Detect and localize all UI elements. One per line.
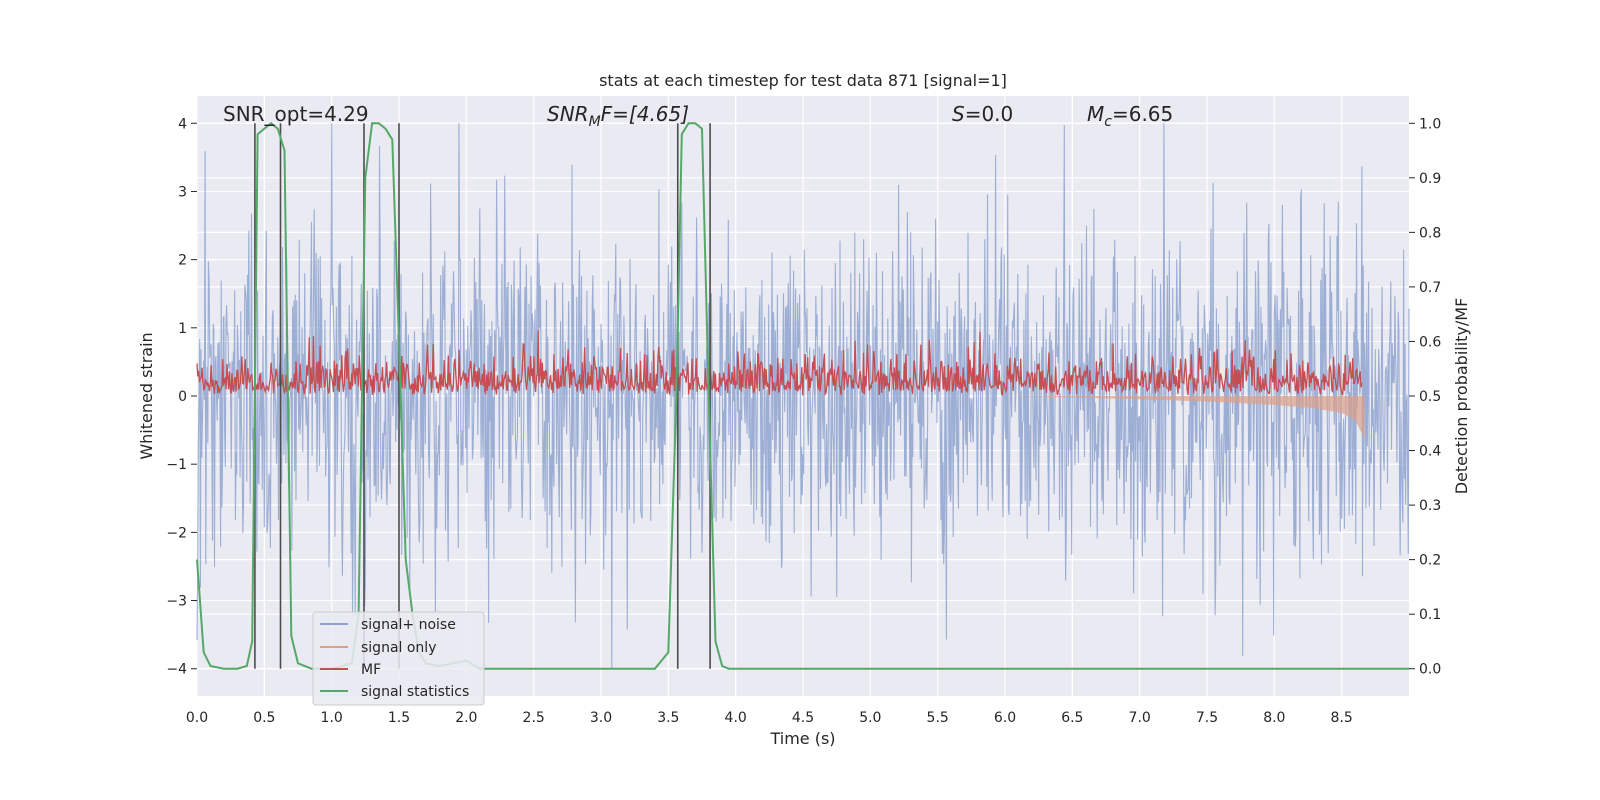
legend-label-signal: signal only bbox=[361, 640, 436, 656]
annotation-mc-rest: =6.65 bbox=[1112, 102, 1173, 126]
y-tick-label-7: 3 bbox=[178, 184, 187, 200]
annotation-snr-mf-rest: F=[4.65] bbox=[601, 102, 689, 126]
y2-axis-label: Detection probability/MF bbox=[1452, 298, 1471, 495]
x-tick-label-0: 0.0 bbox=[186, 710, 208, 726]
annotation-mc-sub: c bbox=[1104, 114, 1112, 130]
legend-label-mf: MF bbox=[361, 662, 381, 678]
y-ticks: −4 −3 −2 −1 0 1 2 3 4 bbox=[166, 116, 197, 678]
signal-only-area bbox=[1005, 396, 1365, 441]
x-tick-label-16: 8.0 bbox=[1263, 710, 1285, 726]
x-tick-label-8: 4.0 bbox=[725, 710, 747, 726]
x-tick-label-4: 2.0 bbox=[455, 710, 477, 726]
x-tick-label-5: 2.5 bbox=[523, 710, 545, 726]
y-tick-label-3: −1 bbox=[166, 457, 187, 473]
y2-ticks: 0.0 0.1 0.2 0.3 0.4 0.5 0.6 0.7 0.8 0.9 1.0 bbox=[1409, 116, 1441, 678]
legend-box bbox=[312, 611, 485, 706]
x-tick-label-12: 6.0 bbox=[994, 710, 1016, 726]
y-tick-label-4: 0 bbox=[178, 389, 187, 405]
series-mf bbox=[196, 330, 1363, 396]
y2-tick-label-1: 0.1 bbox=[1419, 607, 1441, 623]
x-tick-label-3: 1.5 bbox=[388, 710, 410, 726]
annotation-s: S=0.0 bbox=[952, 102, 1013, 126]
x-tick-label-15: 7.5 bbox=[1196, 710, 1218, 726]
x-tick-label-1: 0.5 bbox=[253, 710, 275, 726]
x-tick-label-2: 1.0 bbox=[321, 710, 343, 726]
y-tick-label-2: −2 bbox=[166, 525, 187, 541]
annotation-mc-main: M bbox=[1087, 102, 1104, 126]
x-axis-label: Time (s) bbox=[769, 729, 835, 748]
x-tick-label-10: 5.0 bbox=[859, 710, 881, 726]
x-ticks: 0.0 0.5 1.0 1.5 2.0 2.5 3.0 3.5 4.0 4.5 5.0 5.5 6.0 6… bbox=[186, 710, 1353, 726]
y-tick-label-8: 4 bbox=[178, 116, 187, 132]
annotation-snr-mf: SNRMF=[4.65] bbox=[547, 102, 689, 130]
y2-tick-label-6: 0.6 bbox=[1419, 334, 1441, 350]
legend-label-noise: signal+ noise bbox=[361, 617, 456, 633]
x-tick-label-17: 8.5 bbox=[1331, 710, 1353, 726]
y2-tick-label-9: 0.9 bbox=[1419, 171, 1441, 187]
x-tick-label-6: 3.0 bbox=[590, 710, 612, 726]
y-tick-label-6: 2 bbox=[178, 253, 187, 269]
y2-tick-label-3: 0.3 bbox=[1419, 498, 1441, 514]
y-tick-label-5: 1 bbox=[178, 321, 187, 337]
x-tick-label-11: 5.5 bbox=[927, 710, 949, 726]
y2-tick-label-10: 1.0 bbox=[1419, 116, 1441, 132]
y2-tick-label-0: 0.0 bbox=[1419, 662, 1441, 678]
x-tick-label-14: 7.0 bbox=[1129, 710, 1151, 726]
y2-tick-label-2: 0.2 bbox=[1419, 553, 1441, 569]
legend-label-stat: signal statistics bbox=[361, 684, 469, 700]
y2-tick-label-5: 0.5 bbox=[1419, 389, 1441, 405]
x-tick-label-7: 3.5 bbox=[657, 710, 679, 726]
chart-title: stats at each timestep for test data 871… bbox=[599, 71, 1007, 90]
y2-tick-label-8: 0.8 bbox=[1419, 225, 1441, 241]
annotation-s-rest: =0.0 bbox=[965, 102, 1014, 126]
y2-tick-label-4: 0.4 bbox=[1419, 444, 1441, 460]
mf-trace bbox=[196, 330, 1363, 396]
detection-window-lines bbox=[254, 123, 711, 669]
y-axis-label: Whitened strain bbox=[137, 332, 156, 459]
x-tick-label-9: 4.5 bbox=[792, 710, 814, 726]
annotation-snr-mf-sub: M bbox=[589, 114, 601, 130]
annotation-s-main: S bbox=[952, 102, 965, 126]
annotation-snr-opt: SNR_opt=4.29 bbox=[223, 102, 369, 126]
annotation-snr-mf-main: SNR bbox=[547, 102, 589, 126]
y-tick-label-0: −4 bbox=[166, 662, 187, 678]
series-signal-only bbox=[1005, 396, 1365, 441]
x-tick-label-13: 6.5 bbox=[1061, 710, 1083, 726]
legend: signal+ noise signal only MF signal stat… bbox=[312, 611, 485, 706]
annotation-mc: Mc=6.65 bbox=[1087, 102, 1173, 130]
y2-tick-label-7: 0.7 bbox=[1419, 280, 1441, 296]
y-tick-label-1: −3 bbox=[166, 594, 187, 610]
